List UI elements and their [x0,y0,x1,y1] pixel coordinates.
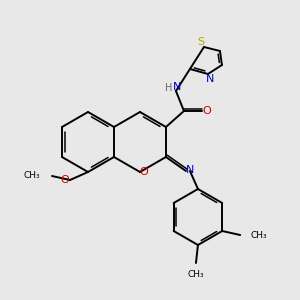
Text: N: N [206,74,214,84]
Text: CH₃: CH₃ [250,230,267,239]
Text: H: H [165,83,172,93]
Text: O: O [202,106,211,116]
Text: N: N [173,82,181,92]
Text: N: N [186,165,194,175]
Text: S: S [197,37,205,47]
Text: O: O [61,175,69,185]
Text: CH₃: CH₃ [188,270,204,279]
Text: CH₃: CH₃ [23,172,40,181]
Text: O: O [140,167,148,177]
